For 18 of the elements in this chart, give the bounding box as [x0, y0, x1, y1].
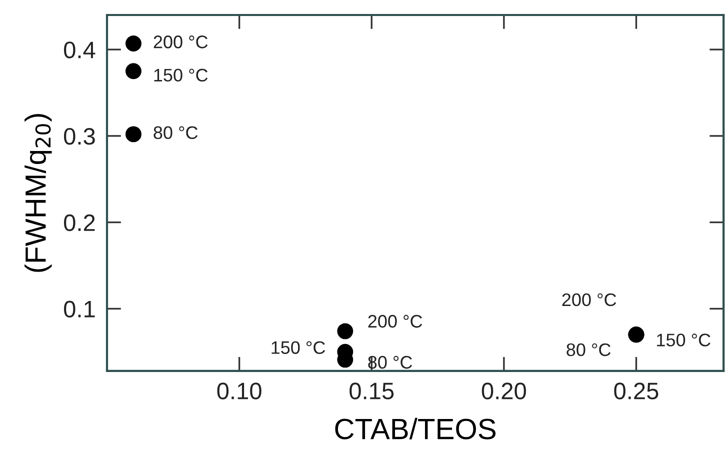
annotation: 80 °C [154, 126, 198, 140]
y-tick-label: 0.1 [64, 300, 95, 318]
y-axis-title: (FWHM/q$_{20}$) [24, 114, 52, 272]
annotation: 150 °C [154, 68, 208, 82]
x-tick-label: 0.10 [217, 382, 262, 400]
y-tick-label: 0.3 [64, 128, 95, 145]
annotation: 200 °C [562, 293, 616, 306]
annotation: 200 °C [154, 36, 208, 48]
x-tick-label: 0.20 [482, 382, 526, 400]
x-tick-label: 0.15 [350, 382, 394, 400]
annotation: 200 °C [368, 314, 422, 328]
annotation: 150 °C [657, 334, 710, 346]
y-tick-label: 0.2 [64, 214, 95, 232]
x-axis-title: CTAB/TEOS [335, 418, 496, 440]
x-tick-label: 0.25 [614, 382, 658, 400]
annotation: 150 °C [272, 341, 326, 354]
annotation: 80 °C [566, 343, 611, 356]
y-tick-label: 0.4 [64, 42, 96, 58]
